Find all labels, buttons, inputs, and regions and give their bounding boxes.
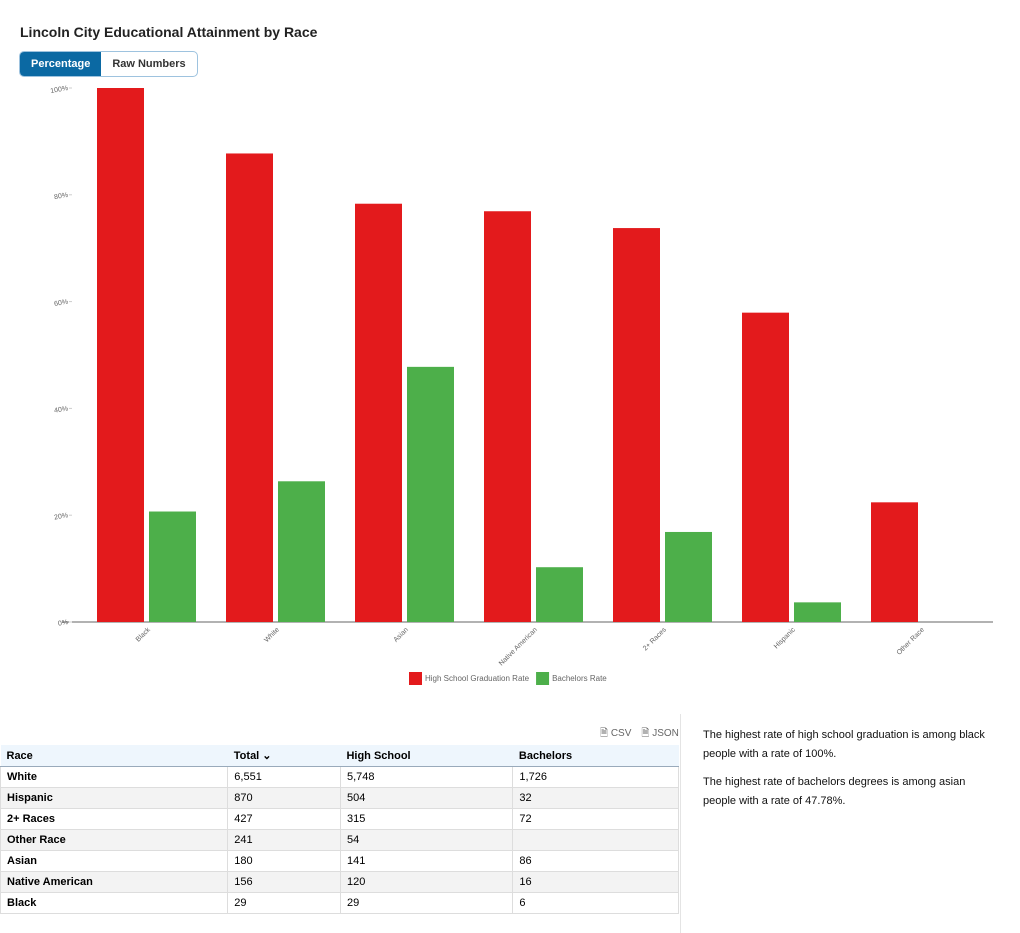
x-tick-label: 2+ Races xyxy=(642,626,668,652)
x-tick-label: Other Race xyxy=(896,626,926,656)
table-cell: 241 xyxy=(227,829,341,851)
table-cell: 32 xyxy=(512,787,679,809)
bar xyxy=(742,312,789,622)
y-tick-label: 0% xyxy=(58,619,69,628)
tab[interactable]: Raw Numbers xyxy=(112,58,186,70)
table-cell xyxy=(512,829,679,851)
legend-swatch xyxy=(536,672,550,685)
table-cell: 180 xyxy=(227,850,341,872)
x-tick-label: White xyxy=(263,626,281,644)
bar xyxy=(97,88,144,622)
download-label[interactable]: CSV xyxy=(610,728,632,739)
y-tick-label: 60% xyxy=(54,299,69,308)
legend-swatch xyxy=(409,672,422,685)
table-cell: 6,551 xyxy=(227,766,341,788)
y-tick-label: 40% xyxy=(54,405,69,414)
table-cell: Asian xyxy=(0,850,229,872)
table-cell: 120 xyxy=(339,871,514,893)
x-tick-label: Black xyxy=(135,626,152,643)
table-row: Hispanic 870 504 32 xyxy=(0,787,679,809)
bar xyxy=(794,602,841,622)
download-label[interactable]: JSON xyxy=(652,728,679,739)
table-row: Black 29 29 6 xyxy=(0,892,679,914)
table-cell: White xyxy=(0,766,229,788)
table-row: 2+ Races 427 315 72 xyxy=(0,808,679,830)
downloads: 🗎 CSV 🗎 JSON xyxy=(600,726,679,743)
notes: The highest rate of high school graduati… xyxy=(703,726,998,820)
tabs: Percentage Raw Numbers xyxy=(19,51,198,77)
legend-label: High School Graduation Rate xyxy=(425,674,530,683)
table-cell: Black xyxy=(0,892,229,914)
table-cell: 29 xyxy=(339,892,514,914)
bar xyxy=(613,228,660,622)
note: The highest rate of bachelors degrees is… xyxy=(703,776,966,807)
data-table: Race Total ⌄ High School Bachelors White 6,55… xyxy=(0,745,679,914)
table-cell: 54 xyxy=(339,829,514,851)
bar xyxy=(278,481,325,622)
table-cell: 72 xyxy=(512,808,679,830)
bar xyxy=(149,511,196,622)
bar xyxy=(226,153,273,623)
table-row: White 6,551 5,748 1,726 xyxy=(0,766,679,788)
column-header: Race xyxy=(0,745,228,767)
bar xyxy=(484,211,531,622)
x-tick-label: Asian xyxy=(393,626,410,643)
table-cell: 6 xyxy=(512,892,679,914)
table-row: Native American 156 120 16 xyxy=(0,871,679,893)
y-tick-label: 100% xyxy=(50,85,69,95)
table-row: Asian 180 141 86 xyxy=(0,850,679,872)
bar xyxy=(665,531,712,622)
table-cell: 5,748 xyxy=(339,766,514,788)
column-header: High School xyxy=(340,745,513,767)
column-header: Bachelors xyxy=(512,745,679,767)
table-cell: 141 xyxy=(339,850,514,872)
download-link[interactable]: 🗎 JSON xyxy=(641,728,679,739)
header-row: Race Total ⌄ High School Bachelors xyxy=(0,745,679,767)
tab[interactable]: Percentage xyxy=(20,52,102,76)
bar xyxy=(355,203,402,622)
separator xyxy=(680,714,681,933)
table-cell: Hispanic xyxy=(0,787,229,809)
table-cell: Other Race xyxy=(0,829,229,851)
y-tick-label: 20% xyxy=(54,512,69,521)
table-cell: 1,726 xyxy=(512,766,679,788)
table-cell: 86 xyxy=(512,850,679,872)
table-cell: 315 xyxy=(339,808,514,830)
table-cell: 2+ Races xyxy=(0,808,229,830)
table-cell: 427 xyxy=(227,808,341,830)
page-title: Lincoln City Educational Attainment by R… xyxy=(20,24,318,40)
bar xyxy=(871,502,918,622)
table-cell: 870 xyxy=(227,787,341,809)
bar xyxy=(407,366,454,622)
table-cell: 29 xyxy=(227,892,341,914)
note: The highest rate of high school graduati… xyxy=(703,729,985,760)
bar xyxy=(536,567,583,622)
x-tick-label: Hispanic xyxy=(773,626,797,650)
table-cell: Native American xyxy=(0,871,229,893)
download-link[interactable]: 🗎 CSV xyxy=(600,728,632,739)
table-cell: 156 xyxy=(227,871,341,893)
table-cell: 504 xyxy=(339,787,514,809)
sort-icon[interactable]: ⌄ xyxy=(259,750,272,762)
column-header[interactable]: Total ⌄ xyxy=(227,745,341,767)
x-tick-label: Native American xyxy=(498,626,539,667)
table-cell: 16 xyxy=(512,871,679,893)
table-row: Other Race 241 54 xyxy=(0,829,679,851)
chart: 0% 20% 40% 60% 80% 100% Black White Asian Native … xyxy=(50,85,993,685)
legend-label: Bachelors Rate xyxy=(552,674,607,683)
y-tick-label: 80% xyxy=(54,192,69,201)
